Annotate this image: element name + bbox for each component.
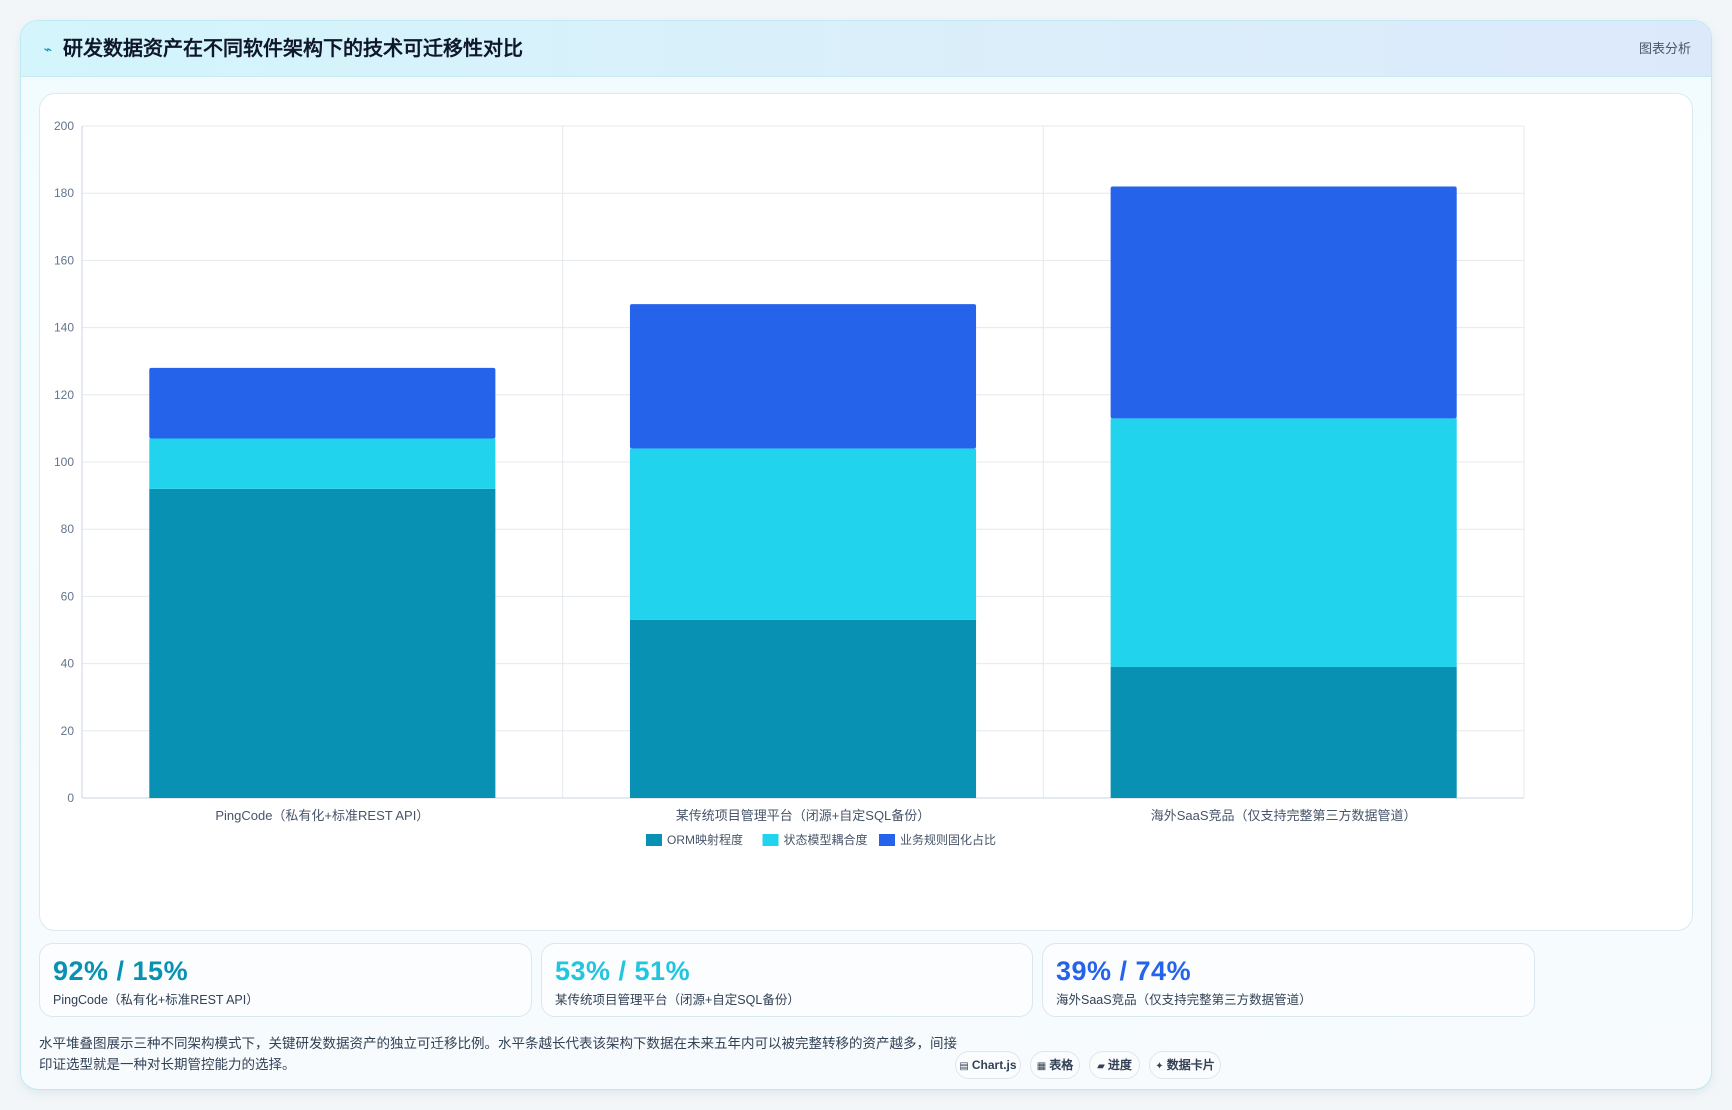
bar-segment	[1110, 418, 1457, 667]
table-button[interactable]: ▦ 表格	[1030, 1051, 1080, 1079]
y-tick-label: 180	[54, 186, 74, 200]
y-tick-label: 100	[54, 455, 74, 469]
chart-analysis-tag: 图表分析	[1638, 41, 1691, 56]
y-tick-label: 80	[61, 522, 75, 536]
button-label: 表格	[1049, 1058, 1074, 1072]
button-label: 数据卡片	[1166, 1058, 1215, 1072]
legend-label: ORM映射程度	[667, 832, 743, 847]
card-icon: ✦	[1155, 1061, 1164, 1072]
stat-label: 某传统项目管理平台（闭源+自定SQL备份）	[555, 993, 800, 1007]
stat-label: 海外SaaS竞品（仅支持完整第三方数据管道）	[1056, 993, 1312, 1007]
legend-label: 状态模型耦合度	[784, 832, 868, 847]
stacked-bar-chart: 0 20 40 60 80 100 120 140 160 180 200 PingCode（私有化+…	[54, 119, 1525, 847]
bar-segment	[629, 619, 977, 798]
y-tick-label: 20	[61, 724, 75, 738]
progress-icon: ▰	[1097, 1061, 1105, 1072]
stat-value: 39% / 74%	[1056, 956, 1192, 986]
bar-segment	[149, 488, 496, 798]
chart-card: ⌁ 研发数据资产在不同软件架构下的技术可迁移性对比 图表分析 0 20 40 60 80…	[20, 20, 1712, 1090]
y-tick-label: 120	[54, 388, 74, 402]
y-tick-label: 40	[61, 657, 75, 671]
progress-button[interactable]: ▰ 进度	[1089, 1051, 1140, 1079]
y-tick-label: 160	[54, 253, 74, 267]
bar-segment	[629, 448, 977, 620]
stat-value: 92% / 15%	[53, 956, 189, 986]
bar-segment	[1110, 186, 1457, 419]
table-icon: ▦	[1036, 1061, 1047, 1072]
stat-card-pingcode: 92% / 15% PingCode（私有化+标准REST API）	[39, 943, 532, 1017]
stat-value: 53% / 51%	[555, 956, 691, 986]
line-chart-icon: ⌁	[43, 41, 53, 57]
y-tick-label: 60	[61, 589, 75, 603]
x-tick-label: 某传统项目管理平台（闭源+自定SQL备份）	[676, 808, 931, 823]
stat-card-saas-competitor: 39% / 74% 海外SaaS竞品（仅支持完整第三方数据管道）	[1042, 943, 1535, 1017]
bar-segment	[629, 304, 977, 449]
y-tick-label: 0	[67, 791, 74, 805]
stat-card-legacy-platform: 53% / 51% 某传统项目管理平台（闭源+自定SQL备份）	[541, 943, 1033, 1017]
card-header: ⌁ 研发数据资产在不同软件架构下的技术可迁移性对比 图表分析	[21, 21, 1711, 77]
legend-label: 业务规则固化占比	[900, 832, 996, 847]
chart-title: 研发数据资产在不同软件架构下的技术可迁移性对比	[63, 38, 523, 60]
legend-swatch	[646, 834, 662, 846]
stat-label: PingCode（私有化+标准REST API）	[53, 993, 259, 1007]
x-tick-label: 海外SaaS竞品（仅支持完整第三方数据管道）	[1151, 808, 1417, 823]
button-label: Chart.js	[971, 1058, 1017, 1072]
y-tick-label: 200	[54, 119, 74, 133]
bar-segment	[149, 438, 496, 489]
y-tick-label: 140	[54, 321, 74, 335]
chartjs-button[interactable]: ▤ Chart.js	[955, 1051, 1021, 1079]
legend-swatch	[762, 834, 779, 846]
data-card-button[interactable]: ✦ 数据卡片	[1149, 1051, 1221, 1079]
chart-description: 水平堆叠图展示三种不同架构模式下，关键研发数据资产的独立可迁移比例。水平条越长代…	[39, 1036, 957, 1072]
chart-panel: 0 20 40 60 80 100 120 140 160 180 200 PingCode（私有化+…	[39, 93, 1693, 931]
chart-icon: ▤	[959, 1061, 969, 1072]
bar-segment	[149, 367, 496, 439]
button-label: 进度	[1107, 1058, 1132, 1072]
legend-swatch	[879, 834, 895, 846]
bar-segment	[1110, 666, 1457, 798]
x-tick-label: PingCode（私有化+标准REST API）	[215, 808, 429, 823]
